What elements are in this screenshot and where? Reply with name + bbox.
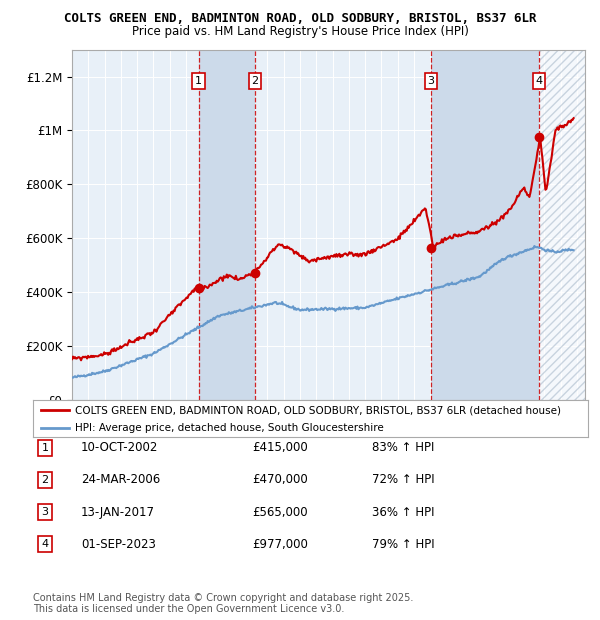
Text: 4: 4 [535, 76, 542, 86]
Text: 79% ↑ HPI: 79% ↑ HPI [372, 538, 434, 551]
Text: 3: 3 [427, 76, 434, 86]
Text: 83% ↑ HPI: 83% ↑ HPI [372, 441, 434, 454]
Text: 24-MAR-2006: 24-MAR-2006 [81, 474, 160, 486]
Text: 2: 2 [41, 475, 49, 485]
Text: 10-OCT-2002: 10-OCT-2002 [81, 441, 158, 454]
Text: 36% ↑ HPI: 36% ↑ HPI [372, 506, 434, 518]
Bar [431, 50, 539, 400]
Text: £415,000: £415,000 [252, 441, 308, 454]
Text: £565,000: £565,000 [252, 506, 308, 518]
Text: HPI: Average price, detached house, South Gloucestershire: HPI: Average price, detached house, Sout… [74, 423, 383, 433]
Bar [539, 50, 585, 400]
Text: 1: 1 [195, 76, 202, 86]
Text: COLTS GREEN END, BADMINTON ROAD, OLD SODBURY, BRISTOL, BS37 6LR: COLTS GREEN END, BADMINTON ROAD, OLD SOD… [64, 12, 536, 25]
Text: COLTS GREEN END, BADMINTON ROAD, OLD SODBURY, BRISTOL, BS37 6LR (detached house): COLTS GREEN END, BADMINTON ROAD, OLD SOD… [74, 405, 560, 415]
Text: £470,000: £470,000 [252, 474, 308, 486]
Text: £977,000: £977,000 [252, 538, 308, 551]
Text: 72% ↑ HPI: 72% ↑ HPI [372, 474, 434, 486]
Text: 01-SEP-2023: 01-SEP-2023 [81, 538, 156, 551]
Text: 4: 4 [41, 539, 49, 549]
Bar [199, 50, 255, 400]
Text: Contains HM Land Registry data © Crown copyright and database right 2025.: Contains HM Land Registry data © Crown c… [33, 593, 413, 603]
Text: This data is licensed under the Open Government Licence v3.0.: This data is licensed under the Open Gov… [33, 604, 344, 614]
Text: 13-JAN-2017: 13-JAN-2017 [81, 506, 155, 518]
Text: 1: 1 [41, 443, 49, 453]
Text: 3: 3 [41, 507, 49, 517]
Text: Price paid vs. HM Land Registry's House Price Index (HPI): Price paid vs. HM Land Registry's House … [131, 25, 469, 38]
Text: 2: 2 [251, 76, 259, 86]
